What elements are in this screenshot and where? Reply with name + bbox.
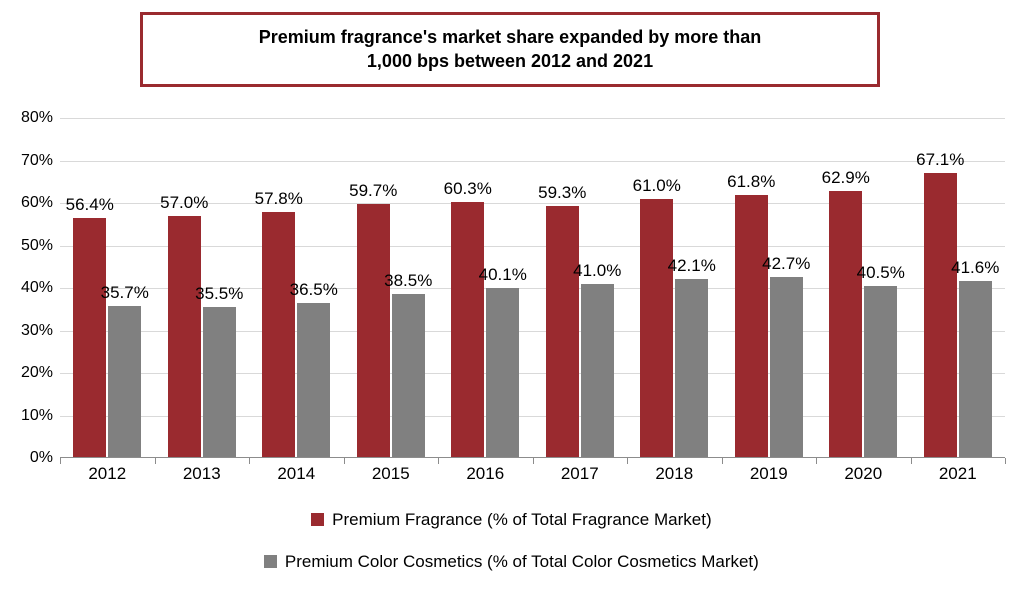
legend-label-series-1: Premium Fragrance (% of Total Fragrance … [332, 510, 711, 529]
bar-premium-fragrance: 67.1% [924, 173, 957, 458]
bar-value-label: 59.7% [349, 181, 397, 204]
bar-value-label: 41.0% [573, 261, 621, 284]
bar-premium-color-cosmetics: 42.7% [770, 277, 803, 458]
bar-premium-color-cosmetics: 41.6% [959, 281, 992, 458]
bar-premium-color-cosmetics: 38.5% [392, 294, 425, 458]
y-tick-label: 80% [3, 109, 53, 127]
bar-value-label: 36.5% [290, 280, 338, 303]
bar-premium-fragrance: 57.0% [168, 216, 201, 458]
bar-value-label: 38.5% [384, 271, 432, 294]
bar-premium-fragrance: 56.4% [73, 218, 106, 458]
x-category-label: 2015 [344, 464, 439, 484]
bar-value-label: 62.9% [822, 168, 870, 191]
bar-premium-fragrance: 60.3% [451, 202, 484, 458]
legend-swatch-series-2 [264, 555, 277, 568]
bar-premium-fragrance: 59.3% [546, 206, 579, 458]
bar-value-label: 57.8% [255, 189, 303, 212]
bar-value-label: 56.4% [66, 195, 114, 218]
x-category-label: 2020 [816, 464, 911, 484]
bar-value-label: 60.3% [444, 179, 492, 202]
bar-premium-color-cosmetics: 40.5% [864, 286, 897, 458]
x-tick [1005, 458, 1006, 464]
x-category-label: 2018 [627, 464, 722, 484]
x-category-label: 2013 [155, 464, 250, 484]
bar-premium-fragrance: 61.8% [735, 195, 768, 458]
y-tick-label: 50% [3, 237, 53, 255]
y-tick-label: 20% [3, 364, 53, 382]
y-gridline [60, 331, 1005, 332]
y-tick-label: 30% [3, 322, 53, 340]
legend-swatch-series-1 [311, 513, 324, 526]
y-tick-label: 40% [3, 279, 53, 297]
bar-value-label: 35.5% [195, 284, 243, 307]
y-tick-label: 10% [3, 407, 53, 425]
bar-premium-color-cosmetics: 42.1% [675, 279, 708, 458]
legend-row-2: Premium Color Cosmetics (% of Total Colo… [0, 552, 1023, 572]
bar-value-label: 40.1% [479, 265, 527, 288]
x-category-label: 2014 [249, 464, 344, 484]
bar-premium-color-cosmetics: 35.7% [108, 306, 141, 458]
x-category-label: 2017 [533, 464, 628, 484]
x-category-label: 2021 [911, 464, 1006, 484]
bar-value-label: 57.0% [160, 193, 208, 216]
y-tick-label: 0% [3, 449, 53, 467]
bar-premium-color-cosmetics: 35.5% [203, 307, 236, 458]
bar-premium-color-cosmetics: 36.5% [297, 303, 330, 458]
bar-premium-fragrance: 61.0% [640, 199, 673, 458]
bar-value-label: 59.3% [538, 183, 586, 206]
bar-premium-fragrance: 57.8% [262, 212, 295, 458]
chart-title-line-1: Premium fragrance's market share expande… [163, 25, 857, 49]
x-category-label: 2016 [438, 464, 533, 484]
chart-title-line-2: 1,000 bps between 2012 and 2021 [163, 49, 857, 73]
bar-value-label: 61.0% [633, 176, 681, 199]
bar-value-label: 35.7% [101, 283, 149, 306]
chart-plot-area: 56.4%35.7%57.0%35.5%57.8%36.5%59.7%38.5%… [60, 118, 1005, 458]
legend-label-series-2: Premium Color Cosmetics (% of Total Colo… [285, 552, 759, 571]
y-tick-label: 70% [3, 152, 53, 170]
bar-value-label: 42.7% [762, 254, 810, 277]
x-category-label: 2012 [60, 464, 155, 484]
bar-value-label: 67.1% [916, 150, 964, 173]
y-gridline [60, 416, 1005, 417]
bar-premium-fragrance: 59.7% [357, 204, 390, 458]
bar-value-label: 61.8% [727, 172, 775, 195]
bar-premium-color-cosmetics: 41.0% [581, 284, 614, 458]
bar-premium-color-cosmetics: 40.1% [486, 288, 519, 458]
bar-value-label: 40.5% [857, 263, 905, 286]
y-gridline [60, 246, 1005, 247]
bar-premium-fragrance: 62.9% [829, 191, 862, 458]
y-gridline [60, 118, 1005, 119]
y-gridline [60, 161, 1005, 162]
x-axis-line [60, 457, 1005, 458]
bar-value-label: 41.6% [951, 258, 999, 281]
y-tick-label: 60% [3, 194, 53, 212]
y-gridline [60, 373, 1005, 374]
bar-value-label: 42.1% [668, 256, 716, 279]
chart-title-box: Premium fragrance's market share expande… [140, 12, 880, 87]
legend-row-1: Premium Fragrance (% of Total Fragrance … [0, 510, 1023, 530]
x-category-label: 2019 [722, 464, 817, 484]
